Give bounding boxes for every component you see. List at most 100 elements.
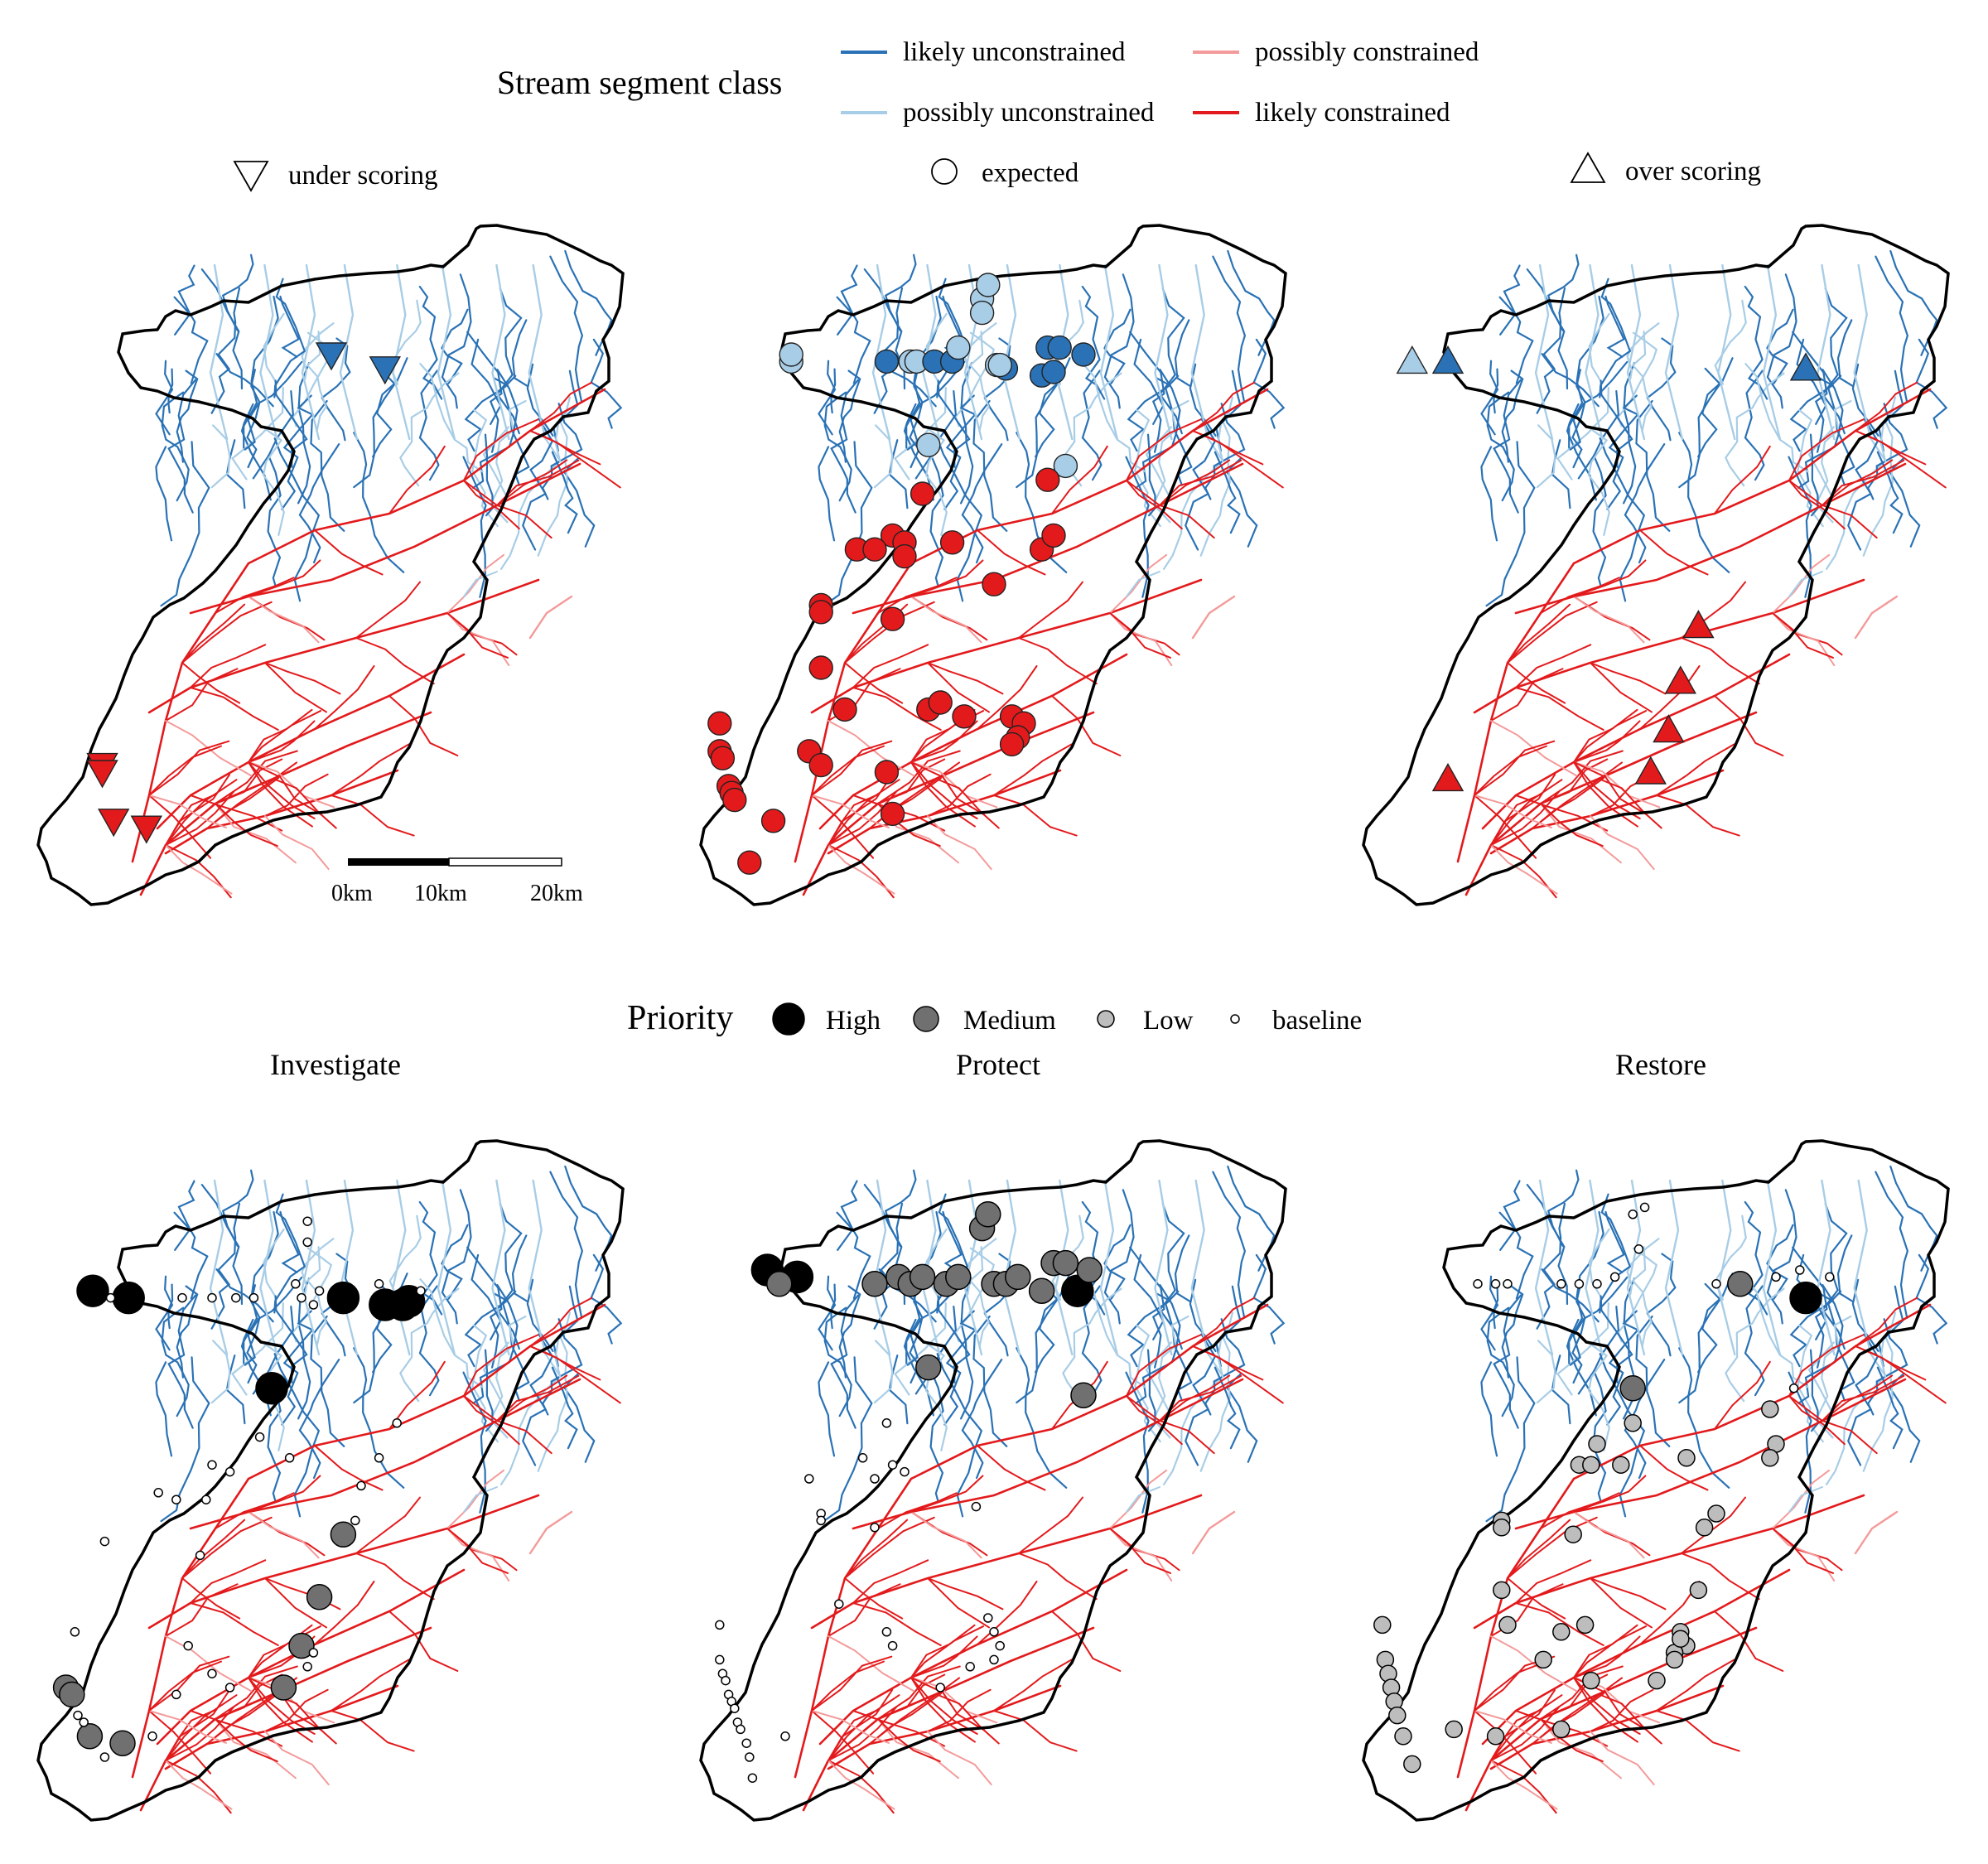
stream-segment bbox=[1878, 1285, 1904, 1368]
stream-segment bbox=[528, 263, 547, 441]
stream-segment bbox=[1788, 480, 1878, 539]
stream-segment bbox=[131, 562, 250, 863]
stream-segment bbox=[1854, 595, 1899, 640]
stream-segment bbox=[1566, 403, 1597, 501]
site-marker-baseline bbox=[730, 1703, 740, 1713]
stream-segment bbox=[1126, 418, 1202, 481]
stream-segment bbox=[331, 1710, 415, 1752]
site-marker-baseline bbox=[201, 1495, 211, 1504]
stream-segment bbox=[167, 379, 196, 514]
stream-segment bbox=[1016, 1282, 1059, 1404]
site-marker-expected bbox=[999, 732, 1025, 757]
site-marker-baseline bbox=[857, 1453, 868, 1463]
site-marker-expected bbox=[760, 809, 786, 833]
site-marker-medium bbox=[109, 1730, 136, 1756]
stream-segment bbox=[355, 1553, 435, 1601]
stream-segment bbox=[549, 255, 584, 403]
stream-segment bbox=[1587, 1343, 1610, 1451]
stream-segment bbox=[1501, 369, 1524, 463]
stream-segment bbox=[1126, 571, 1160, 597]
site-marker-low bbox=[1665, 1650, 1684, 1669]
scoring-legend-label: under scoring bbox=[288, 161, 438, 191]
stream-segment bbox=[165, 1635, 253, 1693]
stream-segment bbox=[463, 480, 520, 530]
site-marker-low bbox=[1575, 1615, 1595, 1635]
stream-segment bbox=[811, 1660, 885, 1712]
map-panel-over bbox=[1362, 224, 1950, 906]
stream-segment bbox=[537, 419, 568, 557]
stream-segment bbox=[1569, 1276, 1629, 1366]
stream-segment bbox=[1199, 419, 1231, 557]
stream-segment bbox=[551, 451, 578, 534]
site-marker-baseline bbox=[747, 1773, 758, 1783]
stream-segment bbox=[248, 761, 323, 816]
stream-segment bbox=[828, 844, 895, 895]
stream-segment bbox=[1159, 287, 1185, 435]
stream-segment bbox=[1507, 1519, 1571, 1579]
site-marker-baseline bbox=[804, 1474, 814, 1484]
stream-segment bbox=[1573, 708, 1638, 763]
site-marker-baseline bbox=[302, 1662, 312, 1672]
stream-segment bbox=[910, 720, 978, 763]
stream-segment bbox=[1744, 363, 1809, 473]
site-marker-low bbox=[1582, 1671, 1600, 1690]
site-marker-expected bbox=[722, 787, 747, 813]
site-marker-baseline bbox=[1639, 1202, 1650, 1213]
stream-segment bbox=[1051, 695, 1122, 756]
site-marker-baseline bbox=[1556, 1279, 1566, 1289]
stream-segment bbox=[388, 445, 446, 514]
stream-segment bbox=[1485, 441, 1536, 607]
stream-segment bbox=[1474, 794, 1537, 859]
scoring-legend: under scoring expected over scoring bbox=[233, 152, 1761, 192]
stream-segment bbox=[1192, 1345, 1284, 1404]
stream-segment bbox=[1681, 1496, 1746, 1554]
stream-segment bbox=[1635, 1315, 1671, 1447]
stream-segment bbox=[273, 437, 321, 602]
stream-segment bbox=[418, 285, 443, 400]
scale-bar-segment-light bbox=[448, 857, 562, 867]
site-marker-low bbox=[1677, 1449, 1696, 1467]
site-marker-expected bbox=[910, 481, 935, 506]
stream-segment bbox=[903, 1318, 934, 1417]
stream-segment bbox=[910, 1475, 984, 1513]
stream-segment bbox=[927, 1577, 990, 1629]
stream-segment bbox=[273, 778, 337, 829]
stream-segment bbox=[273, 1353, 321, 1518]
stream-segment bbox=[248, 596, 320, 644]
stream-segment bbox=[1606, 1310, 1640, 1426]
priority-legend-swatch bbox=[1097, 1010, 1115, 1028]
stream-segment bbox=[1473, 578, 1865, 714]
stream-segment bbox=[355, 637, 435, 685]
site-marker-medium bbox=[1076, 1257, 1103, 1283]
stream-segment bbox=[993, 743, 1073, 796]
stream-segment bbox=[1212, 1171, 1247, 1319]
stream-segment bbox=[1879, 1311, 1897, 1379]
stream-segment bbox=[1212, 255, 1247, 403]
stream-segment bbox=[1772, 1528, 1843, 1572]
stream-segment bbox=[910, 596, 982, 644]
stream-segment bbox=[1855, 1297, 1918, 1347]
site-marker-high bbox=[392, 1285, 426, 1318]
stream-segment bbox=[1656, 794, 1740, 837]
stream-segment bbox=[1624, 443, 1666, 564]
stream-segment bbox=[1493, 379, 1522, 514]
stream-segment bbox=[160, 441, 210, 607]
stream-segment bbox=[1109, 612, 1172, 659]
site-marker-over-scoring bbox=[1664, 665, 1696, 694]
site-marker-baseline bbox=[171, 1495, 181, 1504]
site-marker-under-scoring bbox=[130, 815, 162, 844]
stream-segment bbox=[1490, 794, 1541, 846]
stream-segment bbox=[243, 295, 279, 449]
site-marker-high bbox=[76, 1274, 109, 1307]
stream-segment bbox=[246, 369, 261, 469]
stream-segment bbox=[1725, 1287, 1785, 1403]
stream-segment bbox=[1473, 1494, 1865, 1630]
stream-segment bbox=[248, 710, 322, 763]
stream-segment bbox=[1501, 1285, 1524, 1379]
stream-segment bbox=[248, 761, 335, 809]
stream-segment bbox=[446, 1528, 509, 1574]
stream-segment bbox=[1540, 1718, 1604, 1763]
stream-segment bbox=[1656, 743, 1735, 796]
stream-segment bbox=[554, 1311, 572, 1379]
site-marker-baseline bbox=[207, 1460, 217, 1470]
